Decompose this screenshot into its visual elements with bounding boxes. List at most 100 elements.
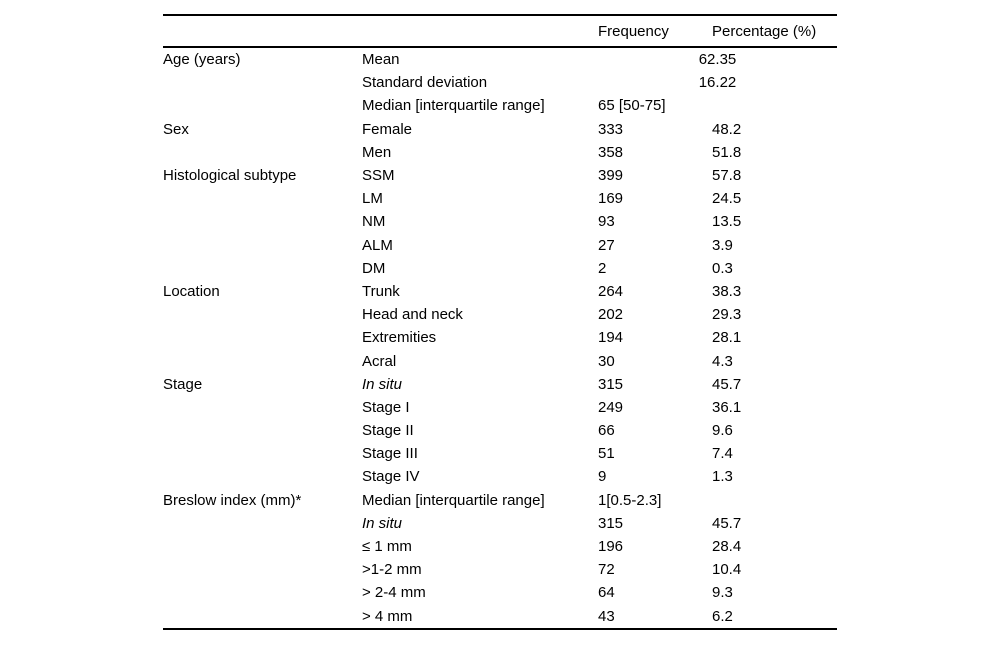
subcategory-cell: Acral <box>362 352 397 370</box>
percentage-cell: 9.3 <box>712 584 733 602</box>
category-cell: Stage <box>163 375 203 393</box>
header-percentage: Percentage (%) <box>712 22 817 40</box>
category-cell <box>163 605 362 629</box>
percentage-cell: 51.8 <box>712 143 742 161</box>
header-subcategory <box>362 15 598 47</box>
subcategory-cell: ALM <box>362 236 393 254</box>
category-cell <box>163 257 362 280</box>
frequency-cell: 249 <box>598 398 624 416</box>
table-header: Frequency Percentage (%) <box>163 15 837 47</box>
frequency-cell: 72 <box>598 561 615 579</box>
percentage-cell: 29.3 <box>712 306 742 324</box>
table-row: Stage In situ 315 45.7 <box>163 373 837 396</box>
percentage-cell <box>712 94 837 117</box>
frequency-cell: 194 <box>598 329 624 347</box>
category-cell <box>163 234 362 257</box>
table-row: Standard deviation 16.22 <box>163 71 837 94</box>
frequency-cell: 66 <box>598 422 615 440</box>
category-cell <box>163 512 362 535</box>
table-row: Location Trunk 264 38.3 <box>163 280 837 303</box>
percentage-cell: 1.3 <box>712 468 733 486</box>
percentage-cell <box>712 489 837 512</box>
subcategory-cell: Head and neck <box>362 306 463 324</box>
subcategory-cell: In situ <box>362 375 403 393</box>
table-row: >1-2 mm 72 10.4 <box>163 558 837 581</box>
category-cell <box>163 442 362 465</box>
category-cell <box>163 187 362 210</box>
subcategory-cell: Mean <box>362 51 400 69</box>
percentage-cell: 45.7 <box>712 514 742 532</box>
category-cell <box>163 535 362 558</box>
frequency-cell: 264 <box>598 282 624 300</box>
subcategory-cell: LM <box>362 190 383 208</box>
table-body: Age (years) Mean 62.35 Standard deviation 16… <box>163 47 837 629</box>
frequency-cell: 93 <box>598 213 615 231</box>
table-row: Acral 30 4.3 <box>163 349 837 372</box>
percentage-cell: 38.3 <box>712 282 742 300</box>
category-cell <box>163 465 362 488</box>
frequency-cell: 51 <box>598 445 615 463</box>
header-category <box>163 15 362 47</box>
subcategory-cell: Men <box>362 143 392 161</box>
category-cell <box>163 141 362 164</box>
table-row: Men 358 51.8 <box>163 141 837 164</box>
table-row: Stage II 66 9.6 <box>163 419 837 442</box>
subcategory-cell: NM <box>362 213 386 231</box>
table-row: Stage III 51 7.4 <box>163 442 837 465</box>
category-cell <box>163 558 362 581</box>
subcategory-cell: Median [interquartile range] <box>362 97 545 115</box>
frequency-cell: 358 <box>598 143 624 161</box>
frequency-cell: 315 <box>598 514 624 532</box>
subcategory-cell: Female <box>362 120 413 138</box>
frequency-cell: 196 <box>598 538 624 556</box>
characteristics-table-container: Frequency Percentage (%) Age (years) Mean… <box>163 14 837 630</box>
table-row: Sex Female 333 48.2 <box>163 118 837 141</box>
table-row: In situ 315 45.7 <box>163 512 837 535</box>
percentage-cell: 7.4 <box>712 445 733 463</box>
table-row: > 2-4 mm 64 9.3 <box>163 581 837 604</box>
table-row: Median [interquartile range] 65 [50-75] <box>163 94 837 117</box>
percentage-cell: 57.8 <box>712 167 742 185</box>
percentage-cell: 4.3 <box>712 352 733 370</box>
percentage-cell: 28.4 <box>712 538 742 556</box>
category-cell <box>163 349 362 372</box>
table-row: Breslow index (mm)* Median [interquartile… <box>163 489 837 512</box>
header-row: Frequency Percentage (%) <box>163 15 837 47</box>
percentage-cell: 10.4 <box>712 561 742 579</box>
subcategory-cell: Standard deviation <box>362 74 488 92</box>
spanning-value-cell: 16.22 <box>698 74 737 92</box>
subcategory-cell: Stage II <box>362 422 414 440</box>
frequency-cell: 65 [50-75] <box>598 97 666 115</box>
table-row: Age (years) Mean 62.35 <box>163 47 837 71</box>
percentage-cell: 3.9 <box>712 236 733 254</box>
category-cell <box>163 419 362 442</box>
category-cell: Location <box>163 282 220 300</box>
percentage-cell: 6.2 <box>712 607 733 625</box>
subcategory-cell: DM <box>362 259 386 277</box>
subcategory-cell: In situ <box>362 514 403 532</box>
percentage-cell: 9.6 <box>712 422 733 440</box>
spanning-value-cell: 62.35 <box>698 51 737 69</box>
subcategory-cell: SSM <box>362 167 395 185</box>
category-cell <box>163 581 362 604</box>
table-row: Stage IV 9 1.3 <box>163 465 837 488</box>
table-row: ≤ 1 mm 196 28.4 <box>163 535 837 558</box>
frequency-cell: 9 <box>598 468 607 486</box>
percentage-cell: 28.1 <box>712 329 742 347</box>
subcategory-cell: Median [interquartile range] <box>362 491 545 509</box>
subcategory-cell: >1-2 mm <box>362 561 422 579</box>
header-frequency: Frequency <box>598 22 669 40</box>
percentage-cell: 36.1 <box>712 398 742 416</box>
table-row: Head and neck 202 29.3 <box>163 303 837 326</box>
category-cell <box>163 210 362 233</box>
percentage-cell: 45.7 <box>712 375 742 393</box>
category-cell <box>163 94 362 117</box>
percentage-cell: 0.3 <box>712 259 733 277</box>
table-row: DM 2 0.3 <box>163 257 837 280</box>
frequency-cell: 399 <box>598 167 624 185</box>
category-cell <box>163 71 362 94</box>
frequency-cell: 1[0.5-2.3] <box>598 491 662 509</box>
subcategory-cell: ≤ 1 mm <box>362 538 412 556</box>
table-row: Extremities 194 28.1 <box>163 326 837 349</box>
category-cell <box>163 303 362 326</box>
